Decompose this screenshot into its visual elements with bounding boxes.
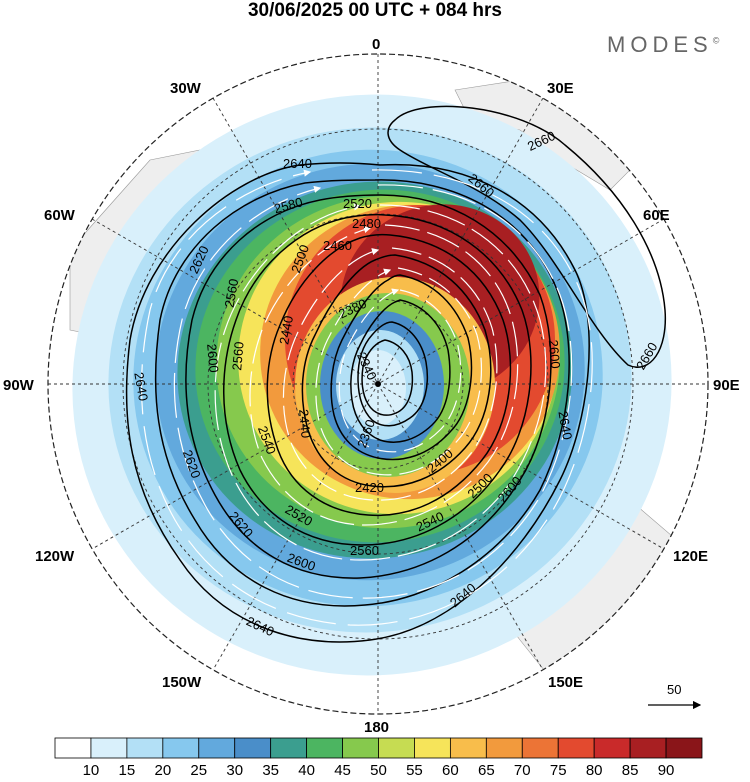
label-2460-a: 2460 [323, 238, 352, 253]
colorbar-tick-label: 80 [586, 762, 603, 779]
colorbar-tick-label: 60 [442, 762, 459, 779]
contour-2660 [387, 105, 667, 368]
colorbar-swatch [90, 737, 128, 759]
vector-ring-7 [140, 169, 593, 626]
colorbar-tick-label: 35 [262, 762, 279, 779]
colorbar-swatch [342, 737, 379, 759]
label-150e: 150E [548, 674, 583, 691]
colorbar-tick-label: 85 [622, 762, 639, 779]
brand-text: MODES [607, 32, 713, 57]
label-60w: 60W [44, 207, 76, 224]
contour-2620 [154, 179, 570, 607]
colorbar-tick-label: 70 [514, 762, 531, 779]
modes-logo: MODES© [607, 32, 724, 58]
vector-ring-1 [214, 203, 547, 561]
reference-vector: 50 [648, 682, 702, 710]
vector-ring-6 [173, 184, 573, 599]
vector-ring-5 [338, 288, 462, 453]
colorbar-tick-label: 20 [154, 762, 171, 779]
colorbar-swatch [270, 737, 308, 759]
colorbar-tick-label: 65 [478, 762, 495, 779]
label-2440-b: 2440 [296, 409, 313, 439]
vector-ring-2 [249, 224, 519, 526]
colorbar-swatch [449, 737, 487, 759]
colorbar-tick-label: 75 [550, 762, 567, 779]
label-2600-a: 2600 [204, 343, 221, 373]
label-2560-a: 2560 [222, 278, 242, 309]
label-0: 0 [372, 36, 380, 53]
colorbar-swatch [198, 737, 236, 759]
wind-vectors [140, 169, 593, 626]
contour-2600 [185, 194, 552, 579]
label-2640-b: 2640 [131, 371, 151, 402]
colorbar-tick-label: 55 [406, 762, 423, 779]
label-2480-a: 2480 [352, 216, 381, 231]
label-2440-a: 2440 [276, 315, 296, 346]
colorbar-swatch [629, 737, 667, 759]
colorbar-swatch [126, 737, 164, 759]
colorbar: 10 15 20 25 30 35 40 45 50 55 60 65 70 75 80 85 90 [54, 737, 703, 779]
label-2600-d: 2600 [546, 339, 563, 369]
colorbar-swatch [378, 737, 415, 759]
colorbar-tick-label: 50 [370, 762, 387, 779]
label-2640-c: 2640 [555, 410, 575, 441]
label-2420-a: 2420 [355, 480, 384, 495]
label-30w: 30W [170, 80, 202, 97]
label-2550-a: 2560 [229, 341, 246, 371]
colorbar-swatch [521, 737, 559, 759]
contour-2440 [330, 274, 473, 461]
colorbar-swatch [557, 737, 595, 759]
colorbar-swatch [162, 737, 200, 759]
contour-2360 [357, 321, 429, 427]
label-60e: 60E [643, 207, 670, 224]
label-90w: 90W [3, 377, 35, 394]
reference-vector-label: 50 [667, 682, 681, 697]
colorbar-swatch [234, 737, 272, 759]
label-2580-a: 2580 [272, 194, 304, 216]
map-disk: 2660 2660 2660 2640 2640 2640 2640 2640 … [48, 54, 708, 714]
contour-2400 [350, 299, 451, 443]
south-pole-dot [375, 381, 381, 387]
colorbar-tick-label: 15 [119, 762, 136, 779]
contour-2480 [301, 254, 492, 488]
label-180: 180 [364, 719, 389, 736]
height-contours [125, 105, 667, 643]
meridian-labels: 0 30E 60E 90E 120E 150E 180 150W 120W 90… [3, 36, 740, 736]
colorbar-swatch [665, 737, 703, 759]
vector-ring-4 [315, 267, 483, 476]
contour-2640 [125, 162, 590, 643]
colorbar-tick-label: 40 [298, 762, 315, 779]
wind-speed-shading [72, 94, 672, 676]
colorbar-swatch [485, 737, 523, 759]
map-title: 30/06/2025 00 UTC + 084 hrs [247, 0, 503, 21]
label-30e: 30E [547, 80, 574, 97]
colorbar-tick-label: 30 [226, 762, 243, 779]
contour-2520 [266, 233, 512, 517]
label-2520-b: 2520 [343, 196, 372, 211]
colorbar-tick-label: 10 [83, 762, 100, 779]
colorbar-tick-label: 25 [190, 762, 207, 779]
map-border [47, 53, 709, 715]
copyright-mark: © [712, 35, 725, 46]
colorbar-tick-label: 90 [658, 762, 675, 779]
label-150w: 150W [162, 674, 202, 691]
vector-ring-3 [282, 247, 498, 501]
colorbar-swatch [414, 737, 451, 759]
contour-2560 [223, 213, 532, 546]
label-2560-b: 2560 [350, 543, 379, 558]
label-120e: 120E [673, 548, 708, 565]
colorbar-tick-label: 45 [334, 762, 351, 779]
colorbar-swatch [593, 737, 631, 759]
label-120w: 120W [35, 548, 75, 565]
contour-2340 [361, 339, 414, 416]
label-2640-a: 2640 [283, 156, 312, 171]
label-90e: 90E [713, 377, 740, 394]
colorbar-swatch [54, 737, 92, 759]
colorbar-swatch [306, 737, 343, 759]
